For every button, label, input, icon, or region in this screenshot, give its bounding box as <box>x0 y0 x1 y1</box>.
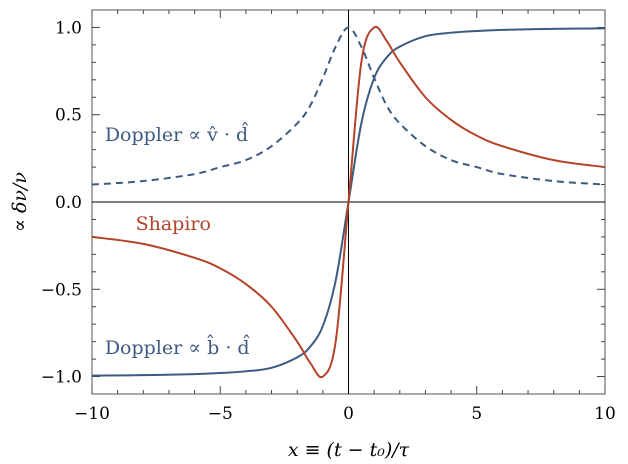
x-tick-label: −5 <box>208 404 233 424</box>
x-tick-label: 5 <box>471 404 482 424</box>
y-tick-label: −0.5 <box>41 280 82 300</box>
annotation-doppler-v: Doppler ∝ v̂ · d̂ <box>105 121 249 146</box>
annotation-doppler-b: Doppler ∝ b̂ · d̂ <box>105 334 250 359</box>
y-tick-label: −1.0 <box>41 368 82 388</box>
y-tick-label: 1.0 <box>55 18 82 38</box>
annotations: Doppler ∝ v̂ · d̂ Shapiro Doppler ∝ b̂ · d… <box>105 121 250 359</box>
y-tick-label: 0.0 <box>55 193 82 213</box>
tick-labels: −10 −5 0 5 10 −1.0 −0.5 0.0 0.5 1.0 <box>41 18 616 424</box>
x-tick-label: 10 <box>594 404 616 424</box>
annotation-shapiro: Shapiro <box>136 213 211 235</box>
y-tick-label: 0.5 <box>55 106 82 126</box>
series-group <box>91 25 606 379</box>
series-doppler-v-dashed <box>91 26 606 186</box>
x-axis-title: x ≡ (t − t₀)/τ <box>288 439 410 461</box>
y-axis-title: ∝ δν/ν <box>9 172 31 232</box>
x-tick-label: −10 <box>74 404 110 424</box>
series-shapiro <box>91 25 606 379</box>
x-tick-label: 0 <box>343 404 354 424</box>
